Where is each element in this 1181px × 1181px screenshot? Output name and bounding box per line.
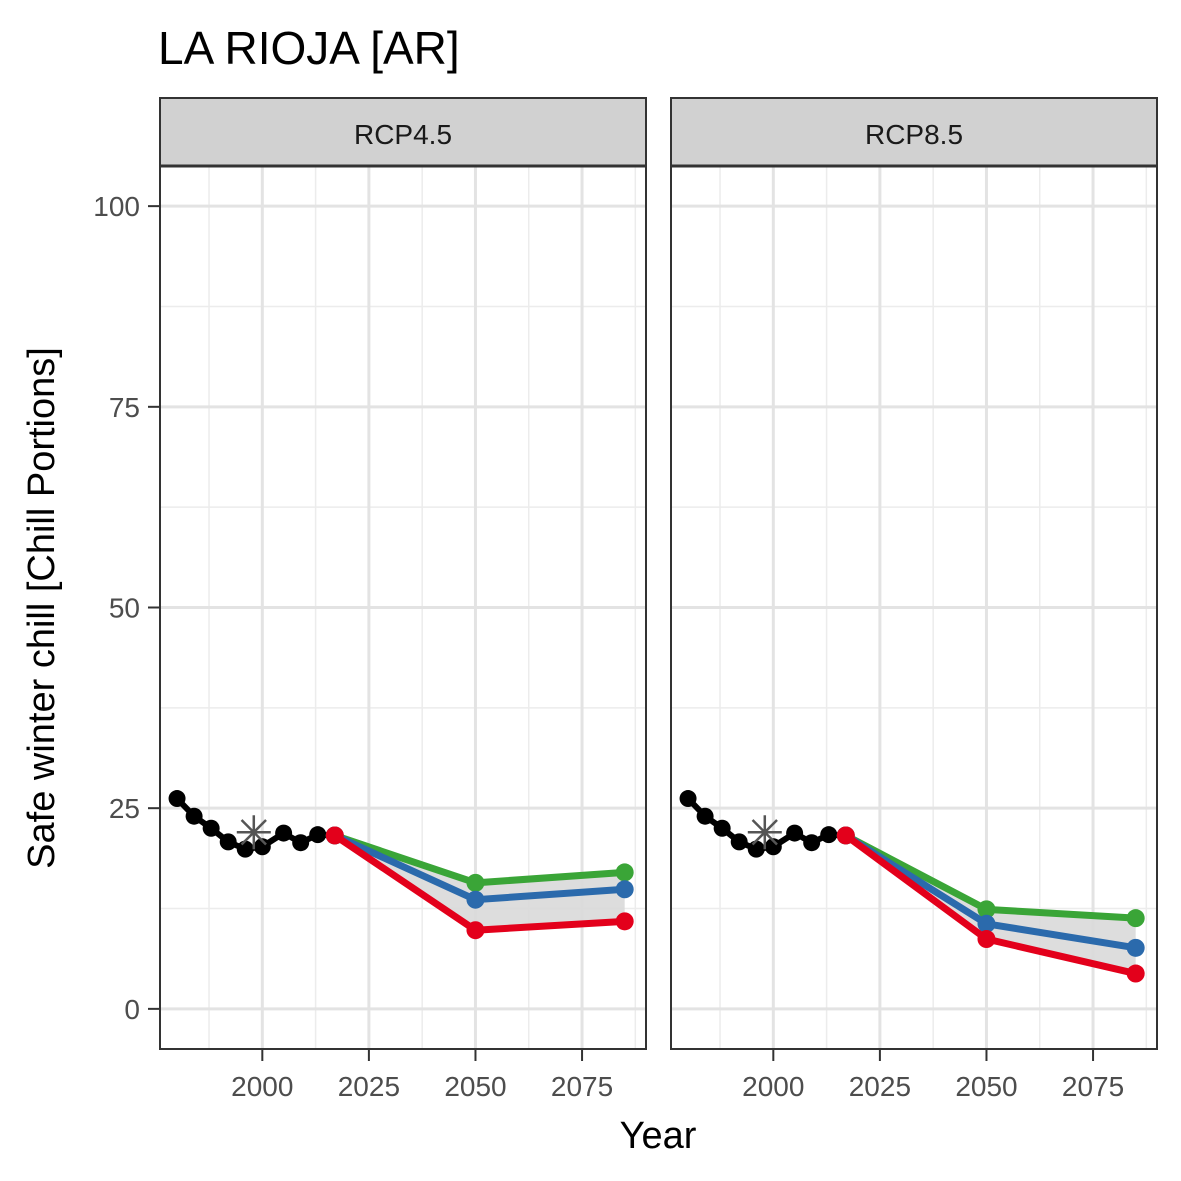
- x-tick-label-2050: 2050: [444, 1071, 506, 1102]
- facet-strip-label: RCP4.5: [354, 119, 452, 150]
- historic-point: [309, 826, 327, 844]
- historic-point: [168, 790, 186, 808]
- series-point-intermediate: [977, 914, 996, 933]
- historic-point: [747, 840, 765, 858]
- x-tick-label-2000: 2000: [742, 1071, 804, 1102]
- asterisk-stroke: [240, 819, 267, 846]
- panel-rcp85: RCP8.5 2000 2025 2050 2075: [670, 97, 1158, 1102]
- historic-point: [253, 838, 271, 856]
- facet-strip: [670, 97, 1158, 167]
- series-point-optimistic: [615, 863, 634, 882]
- series-point-optimistic: [1126, 909, 1145, 928]
- y-tick-label-0: 0: [124, 994, 140, 1025]
- historic-point: [803, 834, 821, 852]
- historic-point: [713, 819, 731, 837]
- x-tick-label-2025: 2025: [338, 1071, 400, 1102]
- y-tick-label-25: 25: [109, 793, 140, 824]
- historic-point: [275, 824, 293, 842]
- y-tick-label-50: 50: [109, 593, 140, 624]
- series-point-pessimistic: [615, 912, 634, 931]
- x-tick-label-2075: 2075: [551, 1071, 613, 1102]
- series-point-intermediate: [615, 880, 634, 899]
- chart-title: LA RIOJA [AR]: [158, 22, 460, 74]
- series-point-pessimistic: [466, 921, 485, 940]
- y-axis-title: Safe winter chill [Chill Portions]: [21, 347, 63, 869]
- series-point-optimistic: [466, 873, 485, 892]
- baseline-asterisk-marker: [236, 815, 271, 850]
- series-point-pessimistic: [977, 930, 996, 949]
- asterisk-stroke: [751, 819, 778, 846]
- x-tick-label-2025: 2025: [849, 1071, 911, 1102]
- y-tick-label-75: 75: [109, 392, 140, 423]
- historic-point: [730, 833, 748, 851]
- series-point-pessimistic: [325, 826, 344, 845]
- series-point-pessimistic: [836, 826, 855, 845]
- series-point-pessimistic: [1126, 964, 1145, 983]
- series-point-optimistic: [977, 900, 996, 919]
- historic-point: [764, 838, 782, 856]
- historic-point: [185, 807, 203, 825]
- facet-strip-label: RCP8.5: [865, 119, 963, 150]
- historic-point: [292, 834, 310, 852]
- x-tick-label-2000: 2000: [231, 1071, 293, 1102]
- historic-point: [696, 807, 714, 825]
- historic-point: [679, 790, 697, 808]
- series-point-intermediate: [1126, 938, 1145, 957]
- y-tick-label-100: 100: [93, 191, 140, 222]
- panels-layer: 0 25 50 75 100 RCP4.5 2000 2025 2050 2075 RCP8.5 20…: [93, 97, 1158, 1102]
- baseline-asterisk-marker: [747, 815, 782, 850]
- panel-rcp45: RCP4.5 2000 2025 2050 2075: [159, 97, 647, 1102]
- x-axis-title: Year: [620, 1115, 697, 1157]
- historic-point: [786, 824, 804, 842]
- x-tick-label-2075: 2075: [1062, 1071, 1124, 1102]
- historic-point: [820, 826, 838, 844]
- historic-point: [219, 833, 237, 851]
- historic-point: [202, 819, 220, 837]
- historic-point: [236, 840, 254, 858]
- series-point-intermediate: [466, 890, 485, 909]
- x-tick-label-2050: 2050: [955, 1071, 1017, 1102]
